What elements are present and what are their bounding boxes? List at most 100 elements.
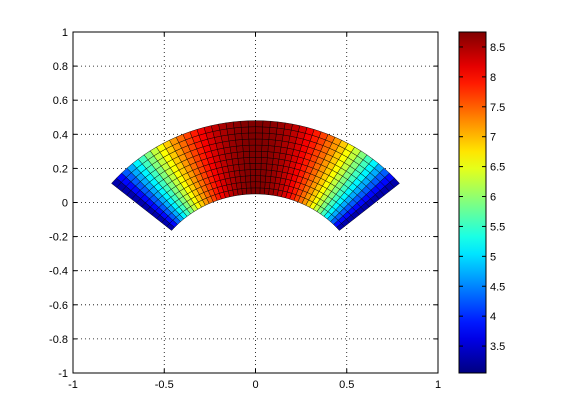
surface-cell — [235, 139, 243, 147]
surface-cell — [269, 120, 279, 129]
surface-cell — [249, 157, 256, 164]
colorbar-tick-label: 8 — [490, 72, 496, 84]
colorbar-tick-label: 7 — [490, 132, 496, 144]
y-tick-label: 0.6 — [53, 95, 68, 107]
x-tick-label: 1 — [435, 379, 441, 391]
surface-cell — [267, 145, 275, 153]
surface-cell — [255, 132, 263, 140]
grid-lines — [73, 32, 438, 373]
surface-cell — [225, 121, 235, 130]
surface-cell — [241, 132, 250, 140]
y-tick-label: 0.2 — [53, 163, 68, 175]
surface-cell — [276, 121, 286, 130]
surface-cell — [261, 138, 270, 146]
y-tick-label: -0.6 — [49, 300, 68, 312]
surface-cell — [228, 139, 237, 148]
surface-cell — [266, 157, 274, 165]
surface-cell — [248, 144, 256, 152]
surface-cell — [260, 163, 268, 171]
surface-cell — [269, 127, 278, 135]
y-tick-label: 1 — [62, 27, 68, 39]
surface-cell — [261, 132, 270, 140]
surface-cell — [268, 139, 276, 147]
surface-cell — [260, 175, 266, 183]
surface-cell — [275, 133, 284, 142]
surface-cell — [265, 169, 272, 177]
surface-cell — [239, 169, 246, 177]
surface-cell — [236, 145, 244, 153]
surface-cell — [249, 169, 256, 176]
surface-cell — [255, 187, 261, 195]
x-tick-label: 0 — [252, 379, 258, 391]
surface-cell — [262, 120, 271, 128]
colorbar-tick-label: 3.5 — [490, 341, 505, 353]
surface-cell — [264, 175, 272, 183]
colorbar: 3.5 4 4.5 5 5.5 6 6.5 7 7.5 8 8.5 — [458, 31, 505, 374]
surface-cell — [234, 133, 243, 141]
surface-cell — [259, 181, 266, 189]
surface-cell — [250, 175, 256, 183]
surface-cell — [272, 151, 281, 160]
x-tick-label: -1 — [68, 379, 78, 391]
surface-cell — [250, 187, 256, 195]
surface-cell — [255, 163, 262, 170]
surface-cell — [226, 127, 235, 136]
surface-cell — [111, 177, 122, 188]
surface-cell — [241, 138, 250, 146]
colorbar-tick-label: 4.5 — [490, 281, 505, 293]
colorbar-tick-label: 6.5 — [490, 162, 505, 174]
surface-cell — [273, 145, 282, 154]
y-tick-label: -0.2 — [49, 232, 68, 244]
surface-cell — [255, 120, 264, 128]
y-tick-label: 0 — [62, 198, 68, 210]
surface-cell — [250, 181, 256, 189]
colorbar-tick-label: 6 — [490, 192, 496, 204]
surface-mesh — [111, 120, 400, 231]
y-tick-label: 0.8 — [53, 61, 68, 73]
y-tick-label: -0.8 — [49, 334, 68, 346]
surface-cell — [255, 169, 262, 176]
colorbar-tick-label: 8.5 — [490, 42, 505, 54]
surface-cell — [227, 133, 236, 142]
colorbar-tick-label: 5.5 — [490, 221, 505, 233]
surface-cell — [243, 163, 251, 171]
surface-cell — [246, 187, 252, 195]
y-tick-label: -1 — [58, 368, 68, 380]
surface-cell — [267, 151, 275, 159]
surface-cell — [264, 181, 271, 189]
surface-cell — [261, 144, 269, 152]
surface-cell — [266, 163, 273, 171]
colorbar-tick-label: 7.5 — [490, 102, 505, 114]
surface-cell — [270, 170, 278, 178]
surface-cell — [255, 138, 263, 146]
surface-cell — [255, 181, 261, 189]
surface-cell — [271, 164, 279, 172]
axes: -1 -0.5 0 0.5 1 1 0.8 0.6 0.4 0.2 0 -0.2 -0.4 -0.6 -0.… — [49, 27, 441, 391]
surface-cell — [238, 163, 245, 171]
x-tick-label: -0.5 — [155, 379, 174, 391]
surface-cell — [255, 144, 263, 152]
surface-cell — [248, 138, 256, 146]
surface-cell — [255, 175, 261, 183]
surface-cell — [255, 126, 263, 134]
surface-cell — [261, 151, 269, 158]
surface-cell — [243, 157, 251, 165]
surface-cell — [248, 132, 256, 140]
colorbar-tick-label: 4 — [490, 311, 496, 323]
surface-cell — [262, 126, 271, 134]
colorbar-tick-label: 5 — [490, 251, 496, 263]
surface-cell — [242, 151, 250, 158]
surface-cell — [237, 157, 245, 165]
surface-cell — [259, 187, 265, 195]
surface-cell — [244, 169, 251, 177]
surface-cell — [255, 150, 262, 158]
y-tick-label: 0.4 — [53, 129, 68, 141]
surface-cell — [247, 120, 256, 128]
surface-cell — [233, 127, 242, 135]
surface-cell — [249, 163, 256, 170]
surface-cell — [263, 187, 270, 195]
surface-cell — [255, 157, 262, 164]
surface-cell — [242, 144, 250, 152]
surface-cell — [248, 126, 256, 134]
